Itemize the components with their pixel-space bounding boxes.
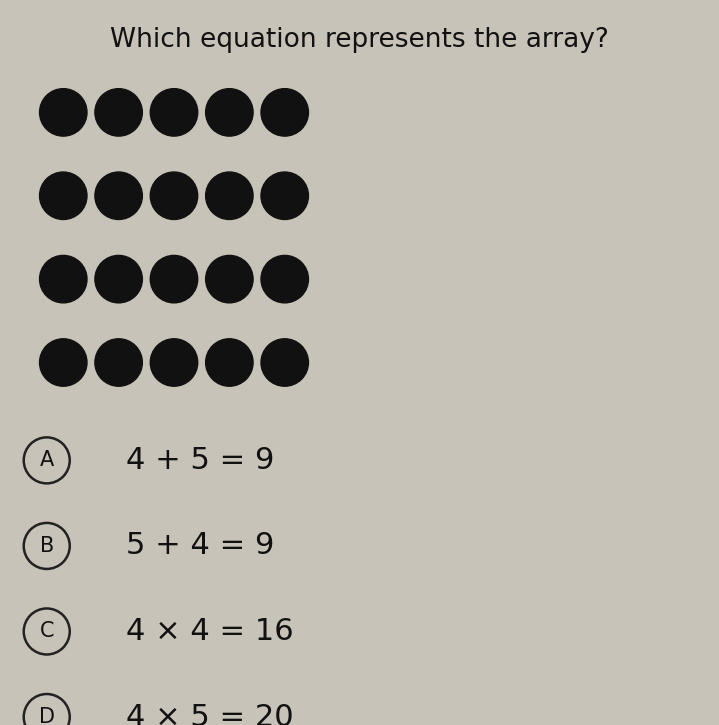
- Ellipse shape: [40, 255, 87, 303]
- Text: 5 + 4 = 9: 5 + 4 = 9: [126, 531, 274, 560]
- Ellipse shape: [95, 172, 142, 220]
- Ellipse shape: [150, 255, 198, 303]
- Ellipse shape: [40, 339, 87, 386]
- Text: 4 × 5 = 20: 4 × 5 = 20: [126, 703, 293, 725]
- Ellipse shape: [206, 339, 253, 386]
- Ellipse shape: [261, 88, 308, 136]
- Ellipse shape: [206, 255, 253, 303]
- Ellipse shape: [206, 172, 253, 220]
- Ellipse shape: [95, 88, 142, 136]
- Text: 4 + 5 = 9: 4 + 5 = 9: [126, 446, 274, 475]
- Ellipse shape: [40, 88, 87, 136]
- Ellipse shape: [206, 88, 253, 136]
- Ellipse shape: [150, 172, 198, 220]
- Ellipse shape: [261, 339, 308, 386]
- Ellipse shape: [40, 172, 87, 220]
- Ellipse shape: [261, 255, 308, 303]
- Ellipse shape: [150, 339, 198, 386]
- Ellipse shape: [95, 255, 142, 303]
- Text: A: A: [40, 450, 54, 471]
- Ellipse shape: [150, 88, 198, 136]
- Ellipse shape: [95, 339, 142, 386]
- Text: C: C: [40, 621, 54, 642]
- Text: Which equation represents the array?: Which equation represents the array?: [110, 27, 609, 53]
- Text: B: B: [40, 536, 54, 556]
- Text: 4 × 4 = 16: 4 × 4 = 16: [126, 617, 293, 646]
- Ellipse shape: [261, 172, 308, 220]
- Text: D: D: [39, 707, 55, 725]
